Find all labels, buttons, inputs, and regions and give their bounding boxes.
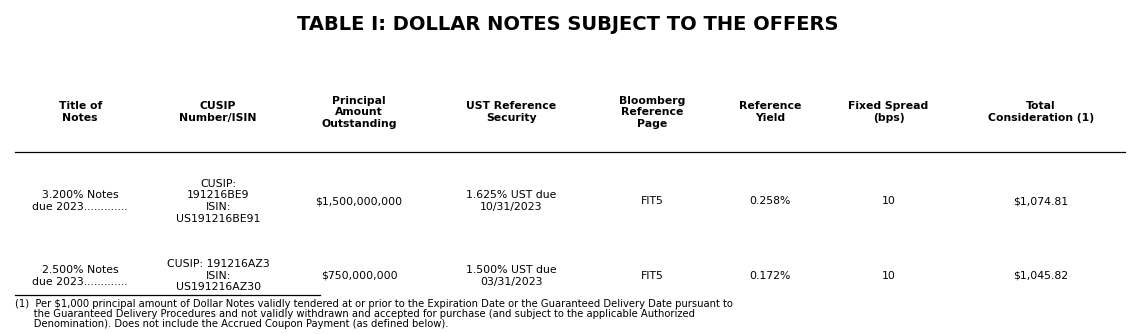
Text: 1.500% UST due
03/31/2023: 1.500% UST due 03/31/2023 (465, 265, 556, 287)
Text: CUSIP: 191216AZ3
ISIN:
US191216AZ30: CUSIP: 191216AZ3 ISIN: US191216AZ30 (167, 259, 270, 293)
Text: 3.200% Notes
due 2023.............: 3.200% Notes due 2023............. (33, 190, 128, 212)
Text: 1.625% UST due
10/31/2023: 1.625% UST due 10/31/2023 (466, 190, 556, 212)
Text: Fixed Spread
(bps): Fixed Spread (bps) (849, 102, 928, 123)
Text: Total
Consideration (1): Total Consideration (1) (987, 102, 1094, 123)
Text: Denomination). Does not include the Accrued Coupon Payment (as defined below).: Denomination). Does not include the Accr… (16, 319, 449, 329)
Text: Bloomberg
Reference
Page: Bloomberg Reference Page (619, 96, 686, 129)
Text: $1,045.82: $1,045.82 (1014, 271, 1068, 281)
Text: $1,500,000,000: $1,500,000,000 (316, 196, 403, 206)
Text: 0.258%: 0.258% (749, 196, 791, 206)
Text: FIT5: FIT5 (640, 271, 664, 281)
Text: 0.172%: 0.172% (749, 271, 791, 281)
Text: 2.500% Notes
due 2023.............: 2.500% Notes due 2023............. (33, 265, 128, 287)
Text: 10: 10 (882, 196, 896, 206)
Text: the Guaranteed Delivery Procedures and not validly withdrawn and accepted for pu: the Guaranteed Delivery Procedures and n… (16, 309, 696, 319)
Text: Reference
Yield: Reference Yield (739, 102, 801, 123)
Text: UST Reference
Security: UST Reference Security (466, 102, 556, 123)
Text: TABLE I: DOLLAR NOTES SUBJECT TO THE OFFERS: TABLE I: DOLLAR NOTES SUBJECT TO THE OFF… (296, 15, 839, 34)
Text: CUSIP:
191216BE9
ISIN:
US191216BE91: CUSIP: 191216BE9 ISIN: US191216BE91 (176, 179, 260, 223)
Text: $1,074.81: $1,074.81 (1014, 196, 1068, 206)
Text: CUSIP
Number/ISIN: CUSIP Number/ISIN (179, 102, 257, 123)
Text: FIT5: FIT5 (640, 196, 664, 206)
Text: $750,000,000: $750,000,000 (321, 271, 397, 281)
Text: 10: 10 (882, 271, 896, 281)
Text: Title of
Notes: Title of Notes (59, 102, 102, 123)
Text: Principal
Amount
Outstanding: Principal Amount Outstanding (321, 96, 397, 129)
Text: (1)  Per $1,000 principal amount of Dollar Notes validly tendered at or prior to: (1) Per $1,000 principal amount of Dolla… (16, 299, 733, 309)
